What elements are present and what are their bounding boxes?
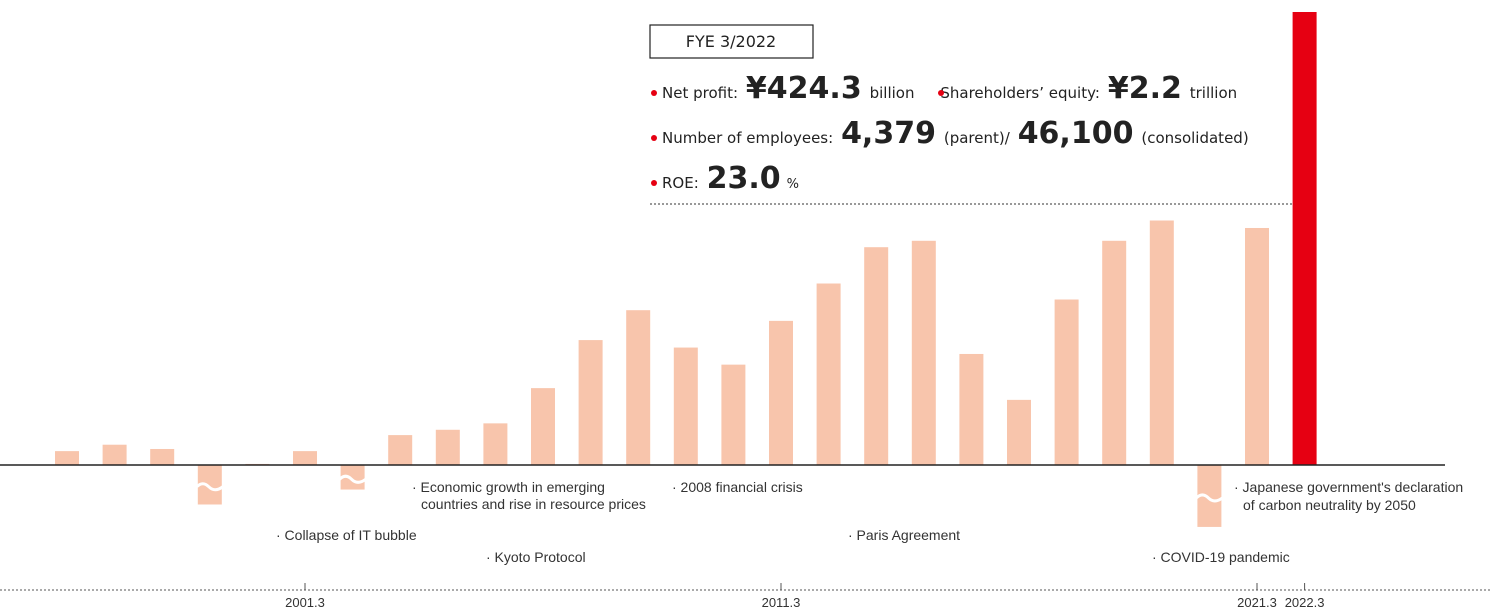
bar (626, 310, 651, 465)
annotation: · Japanese government's declaration (1234, 479, 1463, 495)
bar (150, 448, 175, 465)
info-text: Number of employees: (662, 129, 833, 147)
bullet (938, 90, 944, 96)
bar (721, 364, 746, 465)
bar (816, 283, 841, 465)
bar (1149, 220, 1174, 465)
bar (55, 451, 79, 465)
info-value: ¥424.3 (746, 71, 862, 106)
bar (578, 340, 603, 465)
info-value: 23.0 (707, 161, 781, 196)
info-box (649, 24, 814, 59)
annotation: · Paris Agreement (848, 527, 960, 543)
annotation: · Kyoto Protocol (486, 549, 586, 565)
annotation: countries and rise in resource prices (421, 496, 646, 512)
bar (483, 423, 508, 465)
bar (673, 347, 698, 465)
break-mark (195, 482, 224, 492)
info-value: 4,379 (841, 116, 936, 151)
info-text: (consolidated) (1141, 129, 1248, 147)
annotation: of carbon neutrality by 2050 (1243, 497, 1416, 513)
info-line: Net profit: ¥424.3 billion Shareholders’… (662, 71, 1237, 106)
x-tick-label: 2011.3 (762, 595, 801, 610)
annotation: · Economic growth in emerging (412, 479, 605, 495)
info-text: Net profit: (662, 84, 738, 102)
bar (911, 240, 936, 465)
bar (293, 451, 317, 465)
info-text: (parent)/ (944, 129, 1011, 147)
info-text: billion (870, 84, 915, 102)
break-mark (1195, 493, 1224, 503)
break-mark (338, 474, 367, 484)
info-line: ROE: 23.0 % (662, 161, 799, 196)
info-line: Number of employees: 4,379 (parent)/ 46,… (662, 116, 1249, 151)
bar (1245, 227, 1269, 465)
bar (959, 353, 984, 465)
bullet (651, 90, 657, 96)
x-tick-label: 2001.3 (285, 595, 325, 610)
info-text: trillion (1190, 84, 1237, 102)
info-value: ¥2.2 (1108, 71, 1182, 106)
bar (1054, 299, 1079, 465)
bar (1007, 399, 1031, 465)
info-text: Shareholders’ equity: (940, 84, 1100, 102)
info-text: % (787, 177, 799, 192)
annotation: · 2008 financial crisis (672, 479, 803, 495)
bar (435, 429, 460, 465)
info-text: ROE: (662, 174, 699, 192)
annotation: · COVID-19 pandemic (1152, 549, 1290, 565)
bar (1292, 12, 1317, 465)
bar (1102, 240, 1127, 465)
bar (388, 435, 413, 465)
bar (769, 320, 793, 465)
bar (531, 388, 555, 465)
annotation: · Collapse of IT bubble (276, 527, 417, 543)
bullet (651, 135, 657, 141)
bar (864, 247, 889, 465)
info-value: 46,100 (1018, 116, 1134, 151)
info-title: FYE 3/2022 (686, 32, 776, 51)
x-tick-label: 2022.3 (1285, 595, 1325, 610)
bullet (651, 180, 657, 186)
bar (102, 444, 127, 465)
x-tick-label: 2021.3 (1237, 595, 1277, 610)
